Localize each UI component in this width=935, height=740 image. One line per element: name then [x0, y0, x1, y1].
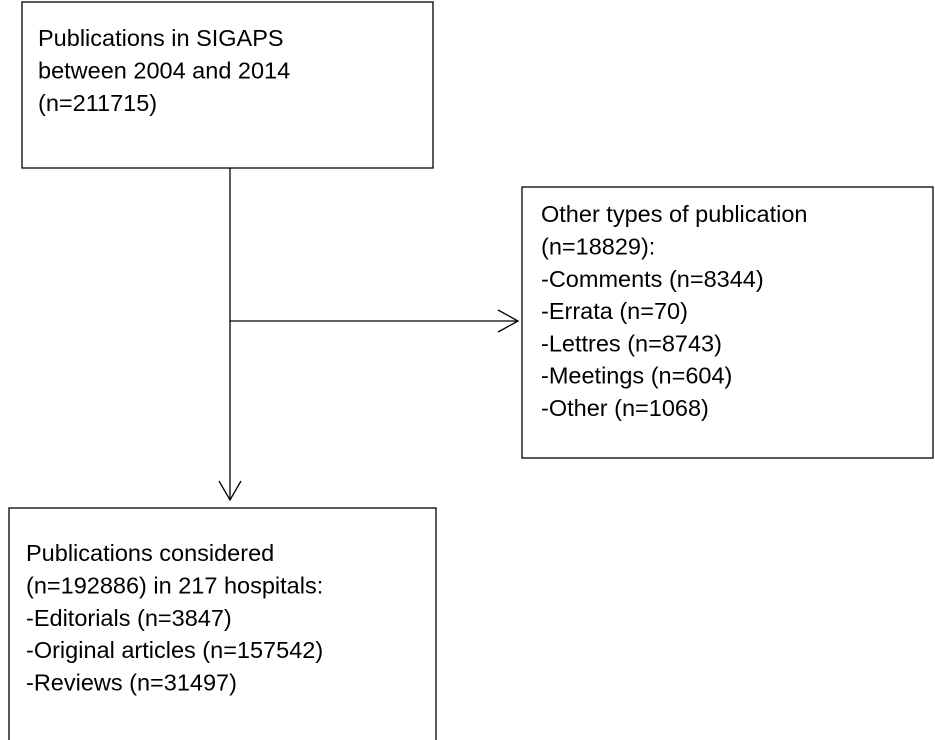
node-text: (n=18829):	[541, 234, 655, 260]
node-text: -Meetings (n=604)	[541, 363, 732, 389]
node-text: -Reviews (n=31497)	[26, 669, 237, 695]
arrow-head	[497, 309, 520, 333]
excluded-box	[521, 186, 934, 459]
node-text: -Editorials (n=3847)	[26, 605, 232, 631]
node-text: between 2004 and 2014	[38, 58, 290, 84]
source-box	[21, 1, 434, 169]
node-text: -Original articles (n=157542)	[26, 637, 323, 663]
node-text: -Lettres (n=8743)	[541, 330, 722, 356]
node-text: Other types of publication	[541, 201, 808, 227]
node-text: -Comments (n=8344)	[541, 266, 764, 292]
node-text: (n=192886) in 217 hospitals:	[26, 573, 323, 599]
node-text: -Errata (n=70)	[541, 298, 688, 324]
node-text: (n=211715)	[38, 90, 157, 116]
included-box	[8, 507, 437, 740]
node-text: Publications considered	[26, 540, 274, 566]
node-text: Publications in SIGAPS	[38, 25, 284, 51]
arrow-head	[218, 480, 242, 502]
node-text: -Other (n=1068)	[541, 395, 709, 421]
